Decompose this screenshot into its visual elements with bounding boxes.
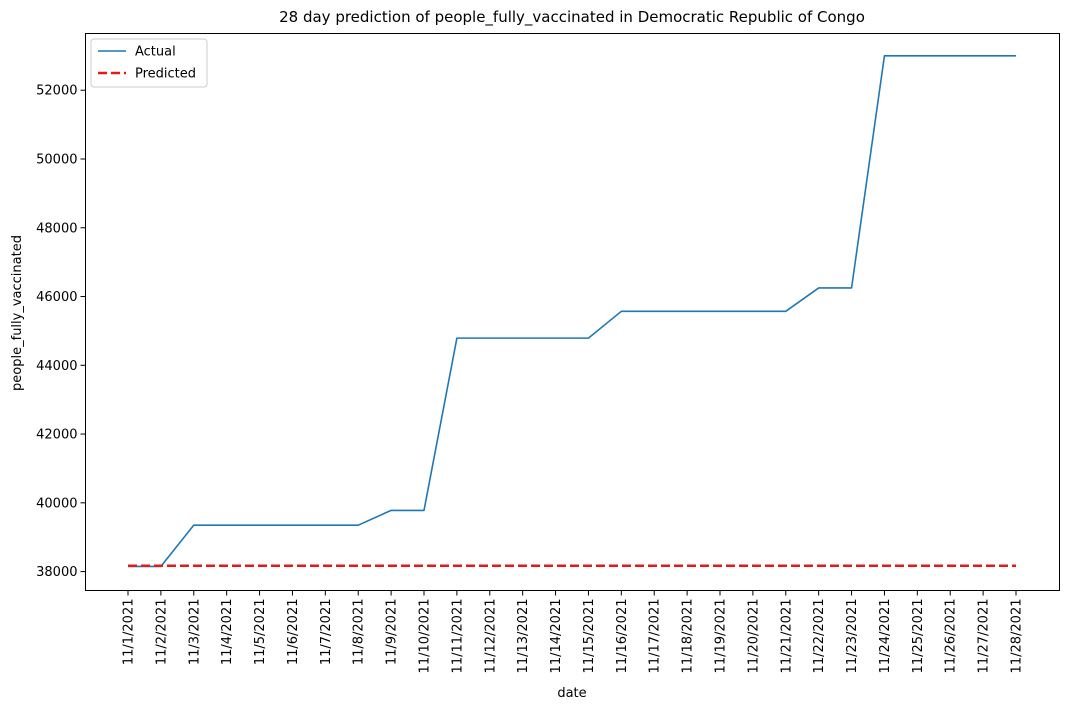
x-tick-label: 11/3/2021 bbox=[187, 599, 202, 666]
y-tick-label: 50000 bbox=[36, 152, 77, 167]
x-tick-label: 11/7/2021 bbox=[319, 599, 334, 666]
x-tick-label: 11/28/2021 bbox=[1010, 599, 1025, 674]
x-tick-label: 11/11/2021 bbox=[450, 599, 465, 674]
axes-frame bbox=[85, 33, 1060, 591]
series-line-actual bbox=[128, 55, 1016, 568]
y-tick-label: 46000 bbox=[36, 290, 77, 305]
y-tick-label: 44000 bbox=[36, 359, 77, 374]
x-tick-label: 11/18/2021 bbox=[681, 599, 696, 674]
x-tick-label: 11/22/2021 bbox=[812, 599, 827, 674]
x-tick-label: 11/6/2021 bbox=[286, 599, 301, 666]
x-axis: 11/1/2021 11/2/2021 11/3/2021 11/4/2021 11/5… bbox=[122, 590, 1025, 674]
x-tick-label: 11/12/2021 bbox=[483, 599, 498, 674]
x-tick-label: 11/2/2021 bbox=[154, 599, 169, 666]
x-tick-label: 11/13/2021 bbox=[516, 599, 531, 674]
x-tick-label: 11/21/2021 bbox=[779, 599, 794, 674]
x-axis-label: date bbox=[557, 686, 586, 701]
y-tick-label: 48000 bbox=[36, 221, 77, 236]
x-tick-label: 11/27/2021 bbox=[977, 599, 992, 674]
x-tick-label: 11/5/2021 bbox=[253, 599, 268, 666]
x-tick-label: 11/1/2021 bbox=[122, 599, 137, 666]
y-axis: 38000 40000 42000 44000 46000 48000 50000 52000 bbox=[36, 84, 86, 580]
x-tick-label: 11/9/2021 bbox=[385, 599, 400, 666]
x-tick-label: 11/23/2021 bbox=[845, 599, 860, 674]
y-tick-label: 42000 bbox=[36, 428, 77, 443]
plot-area bbox=[128, 55, 1016, 568]
y-tick-label: 40000 bbox=[36, 496, 77, 511]
y-tick-label: 38000 bbox=[36, 565, 77, 580]
x-tick-label: 11/24/2021 bbox=[878, 599, 893, 674]
x-tick-label: 11/25/2021 bbox=[911, 599, 926, 674]
y-tick-label: 52000 bbox=[36, 84, 77, 99]
x-tick-label: 11/26/2021 bbox=[944, 599, 959, 674]
x-tick-label: 11/14/2021 bbox=[549, 599, 564, 674]
x-tick-label: 11/19/2021 bbox=[714, 599, 729, 674]
x-tick-label: 11/4/2021 bbox=[220, 599, 235, 666]
legend: Actual Predicted bbox=[90, 38, 208, 88]
legend-label-actual: Actual bbox=[135, 45, 176, 60]
x-tick-label: 11/10/2021 bbox=[418, 599, 433, 674]
x-tick-label: 11/16/2021 bbox=[615, 599, 630, 674]
x-tick-label: 11/17/2021 bbox=[648, 599, 663, 674]
legend-label-predicted: Predicted bbox=[135, 67, 196, 82]
x-tick-label: 11/15/2021 bbox=[582, 599, 597, 674]
y-axis-label: people_fully_vaccinated bbox=[10, 235, 25, 391]
chart-title: 28 day prediction of people_fully_vaccin… bbox=[279, 8, 865, 27]
x-tick-label: 11/8/2021 bbox=[352, 599, 367, 666]
x-tick-label: 11/20/2021 bbox=[746, 599, 761, 674]
